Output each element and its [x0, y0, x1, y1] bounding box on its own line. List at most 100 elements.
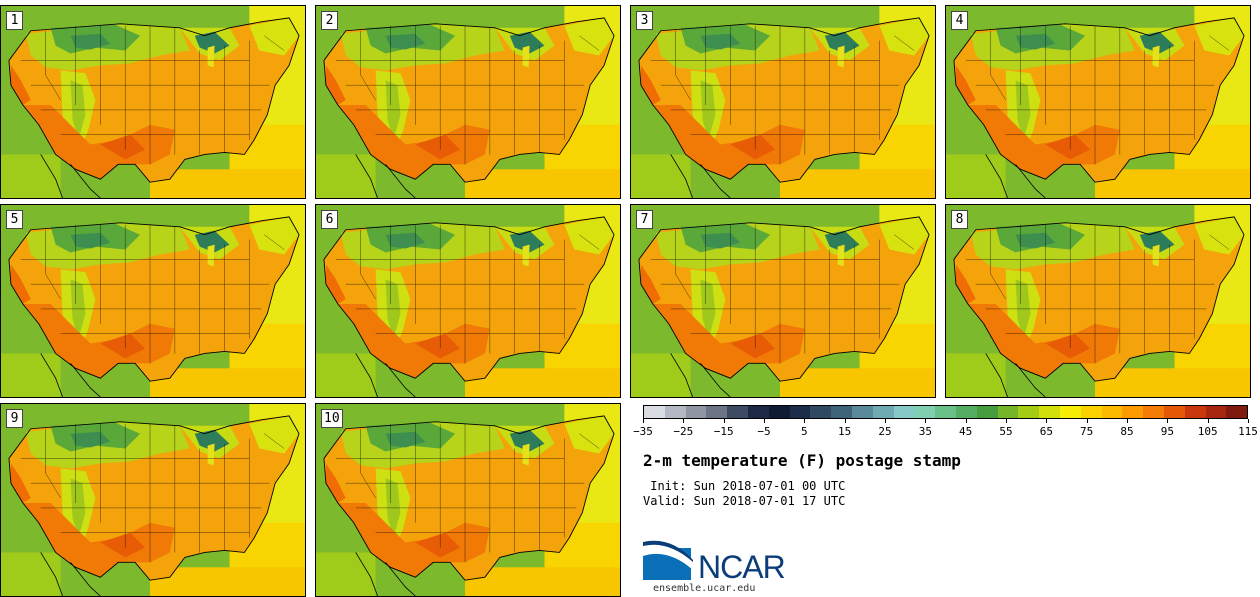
colorbar-tick-label: −15 [713, 425, 734, 438]
map-panel-8: 8 [945, 204, 1251, 398]
member-label: 10 [321, 409, 343, 428]
colorbar-segment [1184, 406, 1206, 418]
map-panel-1: 1 [0, 5, 306, 199]
colorbar-segment [664, 406, 686, 418]
time-info: Init: Sun 2018-07-01 00 UTC Valid: Sun 2… [643, 479, 845, 509]
temperature-map [631, 205, 935, 397]
temperature-map [316, 6, 620, 198]
temperature-map [1, 6, 305, 198]
colorbar-segment [955, 406, 977, 418]
colorbar-tick [1207, 419, 1209, 423]
colorbar-tick [965, 419, 967, 423]
temperature-map [946, 6, 1250, 198]
colorbar-tick [683, 419, 685, 423]
colorbar-tick-label: 55 [999, 425, 1013, 438]
colorbar-tick-label: 5 [801, 425, 808, 438]
map-panel-6: 6 [315, 204, 621, 398]
temperature-colorbar [643, 405, 1248, 419]
colorbar-tick-label: 45 [959, 425, 973, 438]
colorbar-segment [1163, 406, 1185, 418]
colorbar-tick-label: 35 [918, 425, 932, 438]
colorbar-tick-label: 105 [1197, 425, 1218, 438]
colorbar-tick-label: 95 [1160, 425, 1174, 438]
temperature-map [1, 205, 305, 397]
member-label: 4 [951, 11, 968, 30]
colorbar-segment [1080, 406, 1102, 418]
temperature-map [946, 205, 1250, 397]
member-label: 8 [951, 210, 968, 229]
colorbar-segment [872, 406, 894, 418]
map-panel-9: 9 [0, 403, 306, 597]
colorbar-tick [723, 419, 725, 423]
member-label: 5 [6, 210, 23, 229]
member-label: 3 [636, 11, 653, 30]
colorbar-tick-label: −35 [633, 425, 653, 438]
colorbar-segment [1205, 406, 1227, 418]
ncar-logo [643, 540, 693, 580]
colorbar-segment [851, 406, 873, 418]
map-panel-5: 5 [0, 204, 306, 398]
colorbar-tick [844, 419, 846, 423]
colorbar-tick-label: 65 [1039, 425, 1053, 438]
colorbar-segment [706, 406, 728, 418]
colorbar-segment [1226, 406, 1248, 418]
colorbar-segment [997, 406, 1019, 418]
map-panel-10: 10 [315, 403, 621, 597]
member-label: 6 [321, 210, 338, 229]
colorbar-tick [1167, 419, 1169, 423]
colorbar-tick-label: 25 [878, 425, 892, 438]
ncar-logo-text: NCAR [698, 549, 786, 585]
map-panel-2: 2 [315, 5, 621, 199]
colorbar-tick-label: −5 [757, 425, 771, 438]
colorbar-segment [976, 406, 998, 418]
colorbar-tick [764, 419, 765, 423]
colorbar-segment [810, 406, 832, 418]
colorbar-segment [893, 406, 915, 418]
colorbar-tick [1006, 419, 1007, 423]
colorbar-tick [643, 419, 644, 423]
colorbar-tick-label: 15 [838, 425, 852, 438]
colorbar-segment [1059, 406, 1081, 418]
colorbar-tick-label: 85 [1120, 425, 1134, 438]
member-label: 2 [321, 11, 338, 30]
temperature-map [316, 205, 620, 397]
colorbar-segment [1018, 406, 1040, 418]
member-label: 1 [6, 11, 23, 30]
colorbar-tick [1086, 419, 1088, 423]
colorbar-segment [831, 406, 852, 418]
chart-title: 2-m temperature (F) postage stamp [643, 451, 961, 470]
colorbar-tick [1046, 419, 1048, 423]
colorbar-tick-label: −25 [673, 425, 694, 438]
map-panel-4: 4 [945, 5, 1251, 199]
colorbar-segment [789, 406, 811, 418]
colorbar-segment [1101, 406, 1123, 418]
temperature-map [1, 404, 305, 596]
colorbar-tick [885, 419, 886, 423]
colorbar-ticks: −35 −25 −15 −5 5 15 25 35 45 55 65 75 85 95 105 115 [633, 419, 1258, 441]
map-panel-7: 7 [630, 204, 936, 398]
site-url: ensemble.ucar.edu [653, 583, 756, 594]
colorbar-tick [925, 419, 927, 423]
colorbar-segment [727, 406, 748, 418]
colorbar-tick-label: 115 [1238, 425, 1258, 438]
colorbar-segment [644, 406, 665, 418]
colorbar-segment [1143, 406, 1164, 418]
map-panel-3: 3 [630, 5, 936, 199]
colorbar-segment [768, 406, 790, 418]
valid-time: Valid: Sun 2018-07-01 17 UTC [643, 494, 846, 508]
member-label: 9 [6, 409, 23, 428]
colorbar-segment [935, 406, 956, 418]
colorbar-segment [1039, 406, 1060, 418]
colorbar-segment [685, 406, 707, 418]
colorbar-tick [1248, 419, 1249, 423]
init-time: Init: Sun 2018-07-01 00 UTC [643, 479, 846, 493]
temperature-map [316, 404, 620, 596]
colorbar-tick [1127, 419, 1128, 423]
member-label: 7 [636, 210, 653, 229]
colorbar-segment [1122, 406, 1144, 418]
colorbar-tick-label: 75 [1080, 425, 1094, 438]
colorbar-segment [914, 406, 936, 418]
temperature-map [631, 6, 935, 198]
colorbar-tick [804, 419, 806, 423]
colorbar-segment [747, 406, 769, 418]
